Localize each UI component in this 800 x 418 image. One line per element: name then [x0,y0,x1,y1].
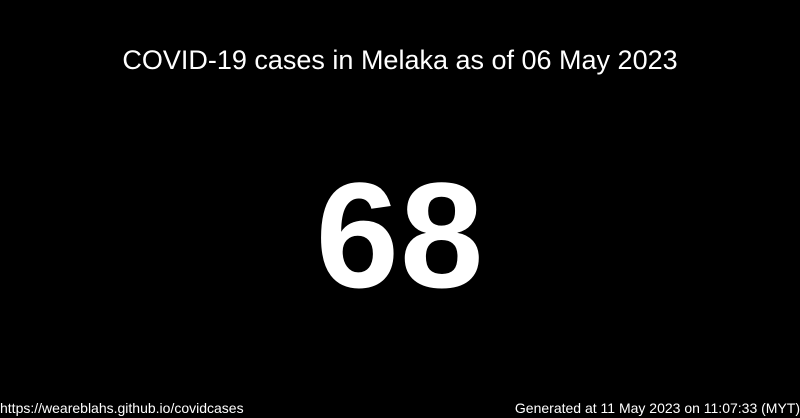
source-link[interactable]: https://weareblahs.github.io/covidcases [0,400,244,416]
case-count: 68 [315,151,485,319]
card-title: COVID-19 cases in Melaka as of 06 May 20… [122,45,678,75]
generated-timestamp: Generated at 11 May 2023 on 11:07:33 (MY… [514,400,800,416]
